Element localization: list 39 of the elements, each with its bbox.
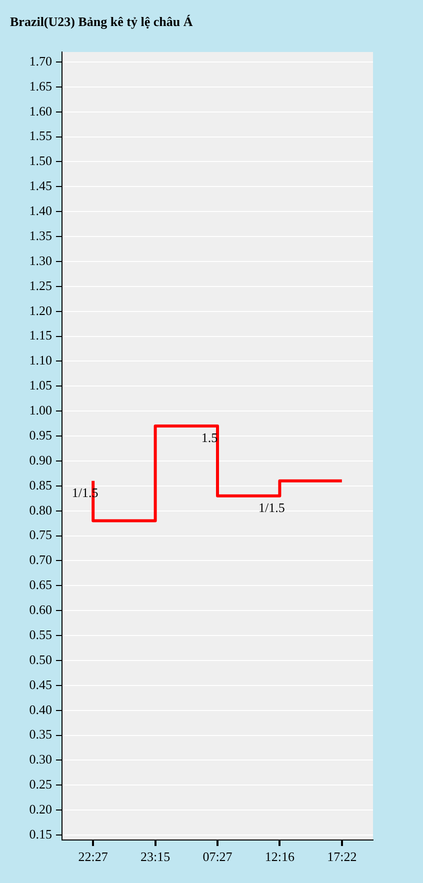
annotation: 1/1.5 bbox=[258, 500, 285, 515]
y-tick-label: 1.65 bbox=[29, 78, 52, 94]
y-tick-label: 0.65 bbox=[29, 577, 52, 592]
y-tick-label: 0.20 bbox=[29, 802, 52, 816]
y-tick-label: 1.70 bbox=[29, 53, 52, 68]
y-tick-label: 0.35 bbox=[29, 726, 52, 742]
y-tick-label: 0.95 bbox=[29, 427, 52, 442]
y-tick-label: 0.80 bbox=[29, 502, 52, 518]
y-tick-label: 1.50 bbox=[29, 153, 52, 168]
y-tick-label: 0.45 bbox=[29, 676, 52, 692]
y-tick-label: 1.55 bbox=[29, 128, 52, 144]
x-tick-label: 17:22 bbox=[327, 849, 357, 864]
y-tick-label: 0.85 bbox=[29, 477, 52, 492]
x-tick-label: 22:27 bbox=[78, 849, 108, 864]
y-tick-label: 0.40 bbox=[29, 702, 52, 717]
y-tick-label: 1.10 bbox=[29, 352, 52, 368]
y-tick-label: 1.15 bbox=[29, 328, 52, 343]
y-tick-label: 1.05 bbox=[29, 378, 52, 393]
x-tick-label: 12:16 bbox=[264, 849, 295, 864]
x-tick-label: 07:27 bbox=[202, 849, 233, 864]
y-tick-label: 0.50 bbox=[29, 652, 52, 667]
y-tick-label: 0.15 bbox=[29, 826, 52, 842]
y-tick-label: 1.20 bbox=[29, 302, 52, 318]
x-tick-label: 23:15 bbox=[140, 849, 170, 864]
y-tick-label: 0.60 bbox=[29, 602, 52, 618]
y-tick-label: 1.35 bbox=[29, 228, 52, 243]
chart-title: Brazil(U23) Bảng kê tỷ lệ châu Á bbox=[10, 14, 194, 29]
y-tick-label: 0.55 bbox=[29, 626, 52, 642]
y-tick-label: 0.30 bbox=[29, 752, 52, 767]
y-tick-label: 1.00 bbox=[29, 402, 52, 418]
y-tick-label: 0.25 bbox=[29, 776, 52, 792]
y-tick-label: 1.30 bbox=[29, 252, 52, 268]
y-tick-label: 0.75 bbox=[29, 527, 52, 542]
y-tick-label: 0.90 bbox=[29, 452, 52, 468]
y-tick-label: 1.60 bbox=[29, 103, 52, 118]
y-tick-label: 1.25 bbox=[29, 278, 52, 293]
y-tick-label: 1.45 bbox=[29, 178, 52, 194]
y-tick-label: 0.70 bbox=[29, 552, 52, 568]
y-tick-label: 1.40 bbox=[29, 203, 52, 218]
